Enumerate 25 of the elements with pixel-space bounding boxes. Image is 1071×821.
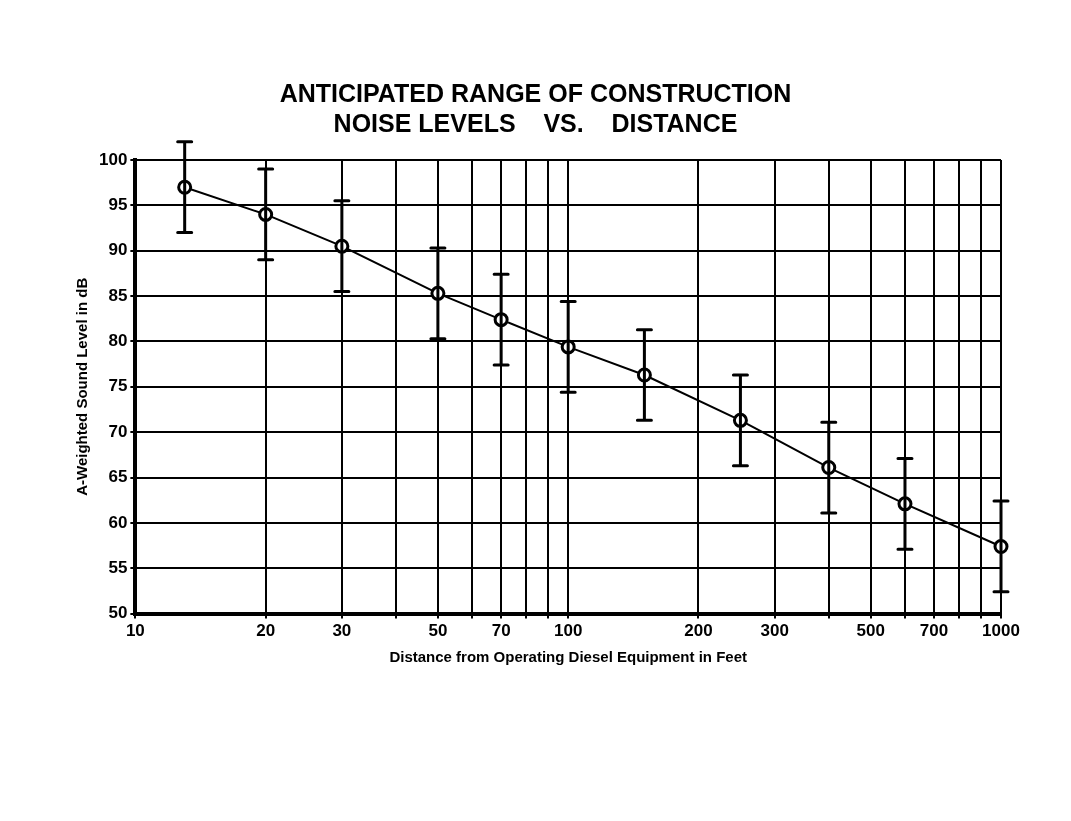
x-tick-label: 700: [919, 621, 949, 641]
x-tick-label: 200: [684, 621, 713, 641]
y-tick-label: 55: [108, 557, 128, 577]
y-tick-label: 85: [108, 285, 128, 305]
x-tick-label: 20: [256, 621, 276, 641]
x-tick-label: 10: [125, 621, 145, 641]
x-tick-label: 30: [332, 621, 352, 641]
y-tick-label: 90: [108, 240, 128, 260]
x-tick-label: 100: [553, 621, 583, 641]
x-axis-title: Distance from Operating Diesel Equipment in Feet: [389, 648, 747, 666]
y-tick-label: 50: [108, 603, 128, 623]
x-tick-label: 300: [760, 621, 789, 641]
x-tick-label: 70: [491, 621, 511, 641]
y-axis-title: A-Weighted Sound Level in dB: [73, 277, 91, 496]
y-tick-label: 100: [98, 149, 128, 169]
y-tick-label: 65: [108, 467, 128, 487]
x-tick-label: 500: [856, 621, 885, 641]
y-tick-label: 60: [108, 512, 128, 532]
y-tick-label: 80: [108, 331, 128, 351]
x-tick-label: 1000: [982, 621, 1020, 641]
chart-title: ANTICIPATED RANGE OF CONSTRUCTION NOISE LEVELS VS. DISTANCE: [279, 78, 792, 137]
x-tick-label: 50: [428, 621, 448, 641]
y-tick-label: 75: [108, 376, 128, 396]
y-tick-label: 70: [108, 421, 128, 441]
y-tick-label: 95: [108, 195, 128, 215]
